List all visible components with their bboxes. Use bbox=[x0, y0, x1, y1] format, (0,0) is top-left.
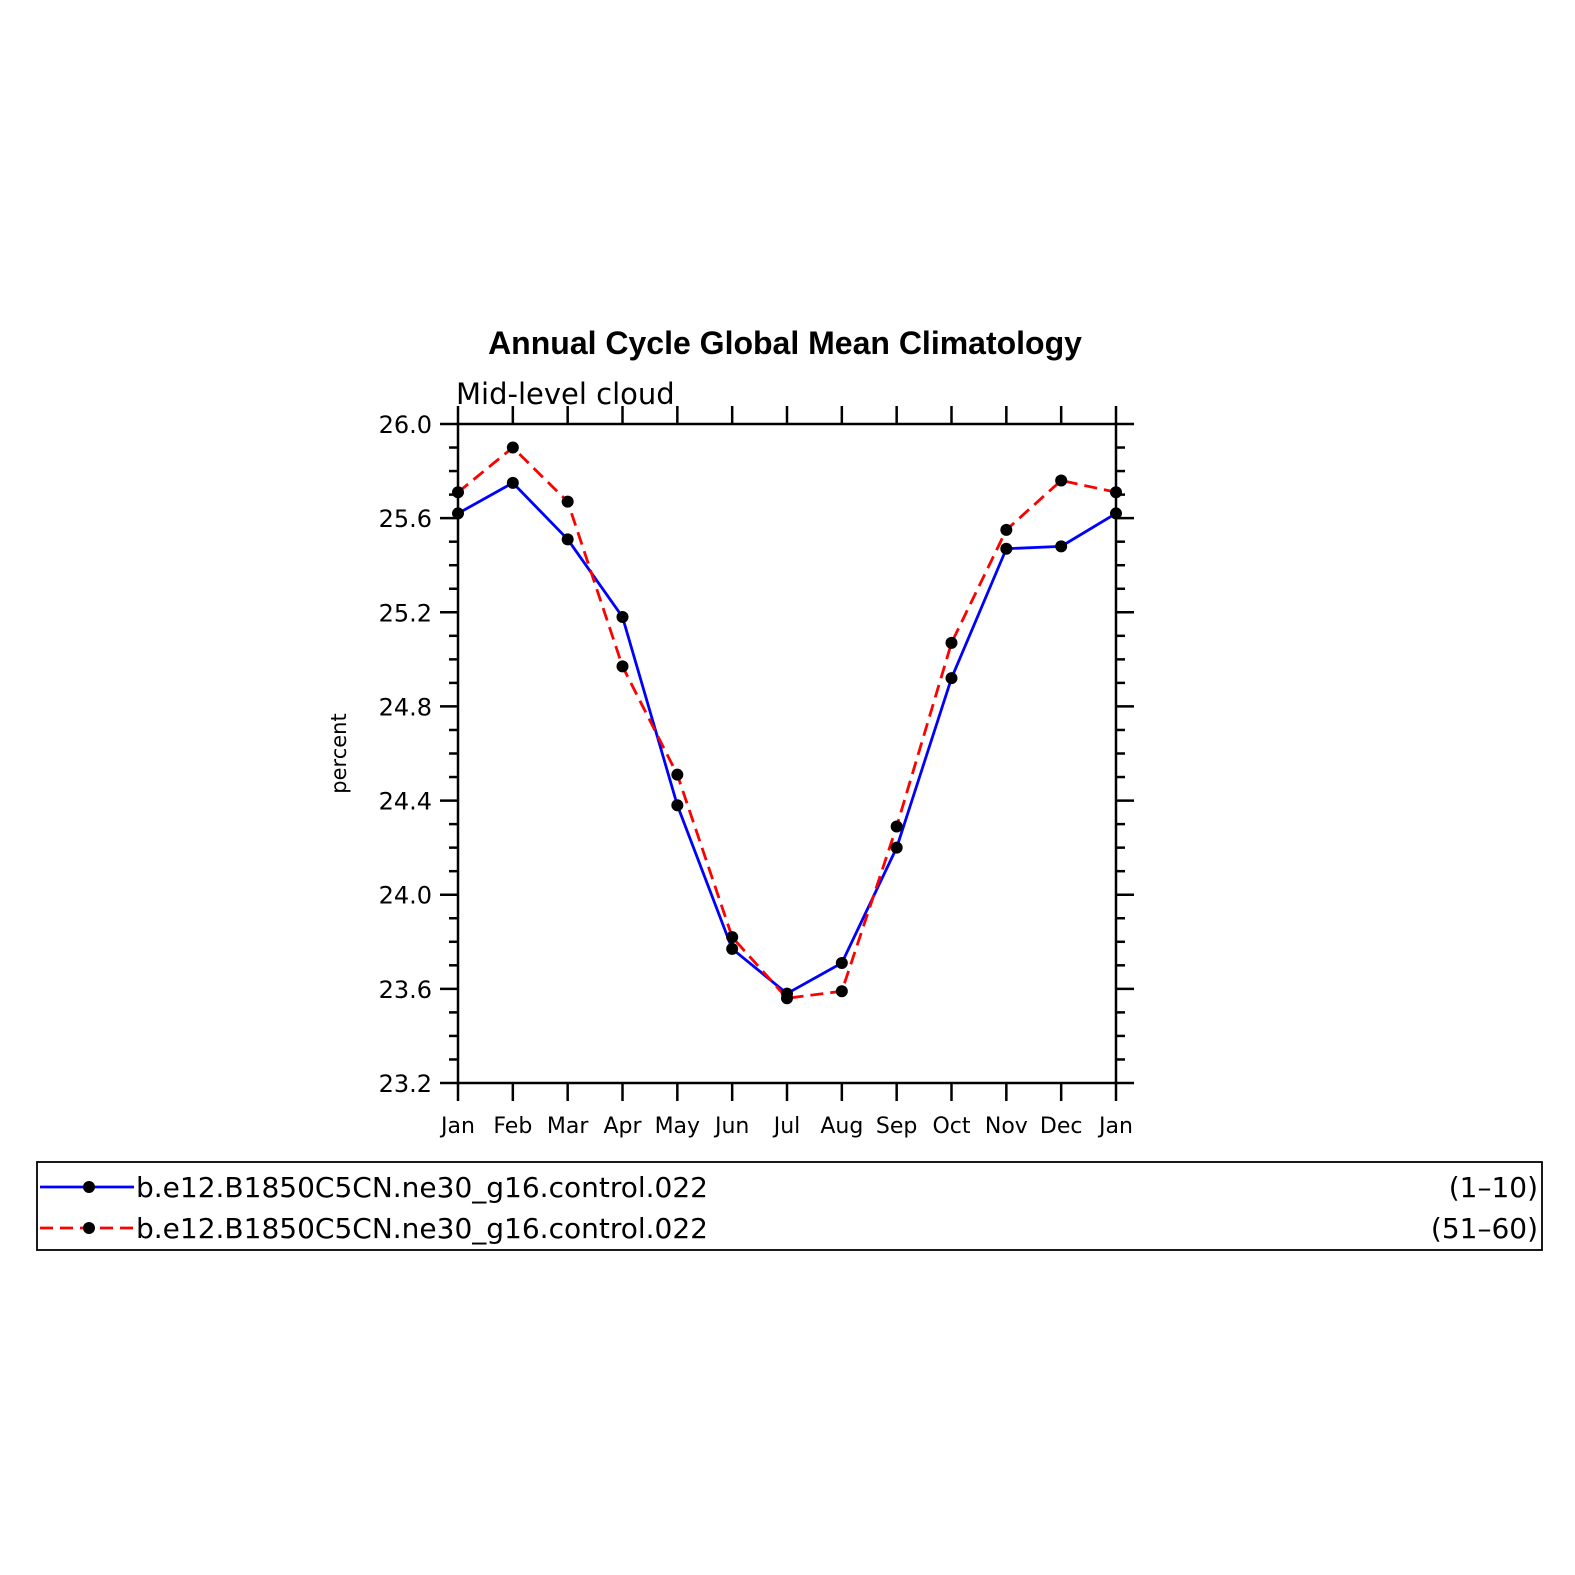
x-tick-label: Aug bbox=[820, 1114, 863, 1139]
data-point-series-2 bbox=[1055, 474, 1068, 487]
legend-years-1: (1–10) bbox=[1449, 1171, 1538, 1204]
data-point-series-1 bbox=[726, 942, 739, 955]
legend-marker-1 bbox=[83, 1181, 95, 1193]
y-tick-label: 23.2 bbox=[379, 1070, 432, 1098]
legend-years-2: (51–60) bbox=[1431, 1212, 1538, 1245]
x-tick-label: Jun bbox=[713, 1114, 749, 1139]
data-point-series-2 bbox=[506, 441, 519, 454]
x-tick-label: Jan bbox=[1097, 1114, 1133, 1139]
y-tick-label: 23.6 bbox=[379, 976, 432, 1004]
series-lines bbox=[457, 446, 1117, 1000]
x-tick-label: Mar bbox=[547, 1114, 589, 1139]
data-point-series-2 bbox=[616, 660, 629, 673]
x-tick-label: Oct bbox=[932, 1114, 970, 1139]
data-point-series-2 bbox=[781, 992, 793, 1005]
x-tick-label: Sep bbox=[876, 1114, 917, 1139]
legend-box bbox=[36, 1161, 1543, 1251]
data-point-series-1 bbox=[835, 956, 848, 969]
data-point-series-1 bbox=[671, 799, 684, 812]
data-point-series-2 bbox=[945, 636, 958, 649]
y-tick-label: 24.4 bbox=[379, 788, 432, 816]
legend: b.e12.B1850C5CN.ne30_g16.control.022 (1–1… bbox=[36, 1161, 1543, 1251]
data-point-series-1 bbox=[1055, 540, 1068, 553]
data-point-series-1 bbox=[561, 533, 574, 546]
y-tick-label: 26.0 bbox=[379, 411, 432, 439]
legend-label-1: b.e12.B1850C5CN.ne30_g16.control.022 bbox=[136, 1171, 708, 1204]
plot-frame bbox=[456, 422, 1118, 1085]
data-point-series-2 bbox=[835, 985, 848, 998]
data-point-series-1 bbox=[616, 610, 629, 623]
data-point-series-2 bbox=[561, 495, 574, 508]
series-line-2 bbox=[457, 446, 1117, 1000]
y-axis-label: percent bbox=[327, 713, 351, 793]
data-point-series-1 bbox=[506, 476, 519, 489]
y-tick-label: 25.2 bbox=[379, 599, 432, 627]
x-tick-label: Jan bbox=[439, 1114, 475, 1139]
x-tick-label: Jul bbox=[772, 1114, 801, 1139]
axis-ticks: 23.2 23.6 24.0 24.4 24.8 25.2 25.6 26.0 Jan Feb Ma… bbox=[379, 406, 1134, 1139]
y-tick-label: 25.6 bbox=[379, 505, 432, 533]
legend-marker-2 bbox=[83, 1222, 95, 1234]
chart-subtitle: Mid-level cloud bbox=[456, 377, 675, 411]
series-markers bbox=[452, 441, 1122, 1005]
y-tick-label: 24.0 bbox=[379, 882, 432, 910]
x-tick-label: Feb bbox=[493, 1114, 532, 1139]
x-tick-label: Dec bbox=[1040, 1114, 1083, 1139]
data-point-series-2 bbox=[1000, 523, 1013, 536]
data-point-series-2 bbox=[671, 768, 684, 781]
data-point-series-1 bbox=[1000, 542, 1013, 555]
data-point-series-2 bbox=[890, 820, 903, 833]
series-line-1 bbox=[457, 481, 1117, 995]
chart-title: Annual Cycle Global Mean Climatology bbox=[488, 325, 1082, 361]
y-tick-label: 24.8 bbox=[379, 693, 432, 721]
data-point-series-2 bbox=[726, 931, 739, 944]
data-point-series-1 bbox=[945, 672, 958, 685]
data-point-series-1 bbox=[890, 841, 903, 854]
x-tick-label: Nov bbox=[985, 1114, 1028, 1139]
legend-label-2: b.e12.B1850C5CN.ne30_g16.control.022 bbox=[136, 1212, 708, 1245]
x-tick-label: May bbox=[655, 1114, 700, 1139]
x-tick-label: Apr bbox=[603, 1114, 642, 1139]
